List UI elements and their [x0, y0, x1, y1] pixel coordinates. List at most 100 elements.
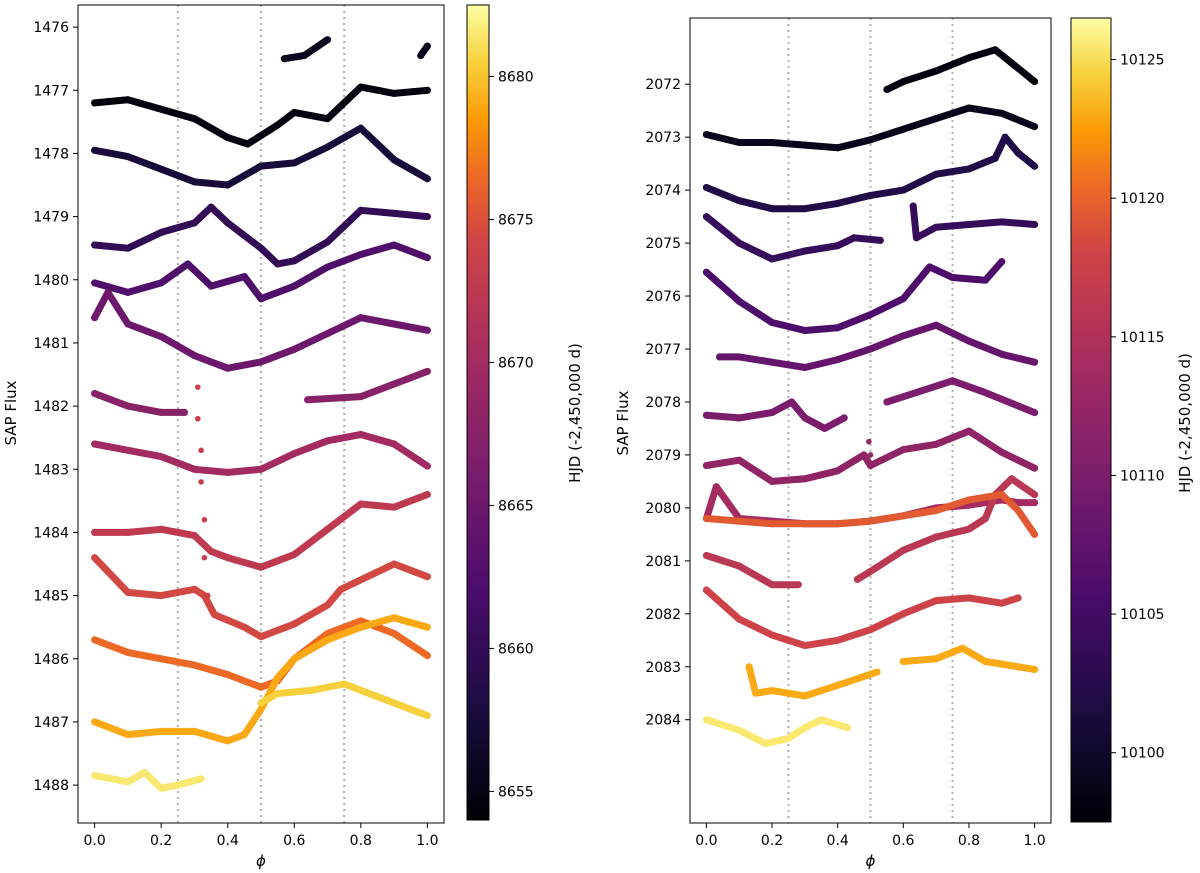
data-point — [390, 241, 398, 249]
data-point — [390, 503, 398, 511]
data-point — [240, 273, 248, 281]
data-point — [157, 279, 165, 287]
data-point — [104, 288, 112, 296]
data-point — [998, 395, 1006, 403]
data-point — [257, 162, 265, 170]
data-point — [290, 449, 298, 457]
data-point — [916, 387, 924, 395]
data-point — [324, 238, 332, 246]
data-point — [834, 144, 842, 152]
data-point — [274, 260, 282, 268]
data-point — [190, 178, 198, 186]
data-point — [1001, 133, 1009, 141]
data-point — [224, 219, 232, 227]
data-point — [280, 55, 288, 63]
light-curve-band — [702, 427, 1039, 485]
data-point — [390, 320, 398, 328]
data-point — [932, 321, 940, 329]
light-curve-band — [91, 288, 431, 372]
data-point — [190, 661, 198, 669]
data-point — [768, 520, 776, 528]
data-point — [124, 528, 132, 536]
data-point — [1031, 464, 1039, 472]
data-point — [965, 427, 973, 435]
data-point — [735, 517, 743, 525]
data-point — [932, 655, 940, 663]
data-point — [390, 614, 398, 622]
flare-point — [201, 517, 208, 523]
data-point — [1031, 665, 1039, 673]
y-tick-label: 2083 — [645, 660, 681, 676]
data-point — [290, 108, 298, 116]
data-point — [184, 260, 192, 268]
data-point — [932, 170, 940, 178]
data-point — [91, 99, 99, 107]
data-point — [834, 636, 842, 644]
data-point — [390, 209, 398, 217]
data-point — [290, 282, 298, 290]
data-point — [949, 274, 957, 282]
data-point — [794, 581, 802, 589]
data-point — [207, 282, 215, 290]
data-point — [423, 652, 431, 660]
y-tick-label: 1485 — [33, 589, 69, 605]
y-tick-label: 2075 — [645, 236, 681, 252]
x-tick-label: 0.4 — [217, 833, 239, 849]
y-tick-label: 2077 — [645, 342, 681, 358]
data-point — [899, 512, 907, 520]
data-point — [867, 462, 874, 470]
data-point — [981, 514, 989, 522]
data-point — [735, 353, 743, 361]
x-tick-label: 0.2 — [150, 833, 172, 849]
light-curve-band — [883, 377, 1039, 417]
data-point — [768, 687, 776, 695]
data-point — [702, 131, 710, 139]
data-point — [932, 67, 940, 75]
data-point — [350, 579, 358, 587]
data-point — [423, 491, 431, 499]
light-curve-band — [91, 83, 431, 148]
data-point — [932, 533, 940, 541]
y-tick-label: 1483 — [33, 462, 69, 478]
data-point — [801, 326, 809, 334]
data-point — [899, 332, 907, 340]
data-point — [768, 409, 776, 417]
light-curve-band — [91, 769, 205, 792]
flare-point — [204, 592, 211, 599]
data-point — [290, 345, 298, 353]
y-tick-label: 1479 — [33, 210, 69, 226]
data-point — [390, 380, 398, 388]
data-point — [932, 597, 940, 605]
data-point — [801, 724, 809, 732]
data-point — [978, 387, 986, 395]
y-tick-label: 2074 — [645, 183, 681, 199]
data-point — [157, 727, 165, 735]
light-curve-band — [702, 552, 802, 589]
colorbar-tick-label: 8680 — [498, 69, 534, 85]
data-point — [1014, 663, 1022, 671]
x-tick-label: 0.8 — [350, 833, 372, 849]
data-point — [417, 52, 425, 60]
y-tick-label: 1482 — [33, 399, 69, 415]
data-point — [91, 554, 99, 562]
data-point — [357, 83, 365, 91]
right-panel: 0.0 0.2 0.4 0.6 0.8 1.0 2072 2073 2074 2075 2076 20… — [614, 17, 1194, 870]
data-point — [207, 203, 215, 211]
data-point — [735, 615, 743, 623]
data-point — [735, 562, 743, 570]
data-point — [423, 326, 431, 334]
data-point — [932, 223, 940, 231]
data-point — [190, 219, 198, 227]
data-point — [899, 546, 907, 554]
y-tick-label: 1476 — [33, 20, 69, 36]
data-series-group — [91, 36, 431, 792]
data-point — [702, 183, 710, 191]
data-point — [357, 431, 365, 439]
flare-point — [194, 415, 201, 422]
data-point — [423, 42, 431, 50]
data-point — [761, 740, 769, 748]
data-point — [390, 440, 398, 448]
data-point — [844, 724, 852, 732]
data-point — [324, 263, 332, 271]
data-point — [834, 199, 842, 207]
